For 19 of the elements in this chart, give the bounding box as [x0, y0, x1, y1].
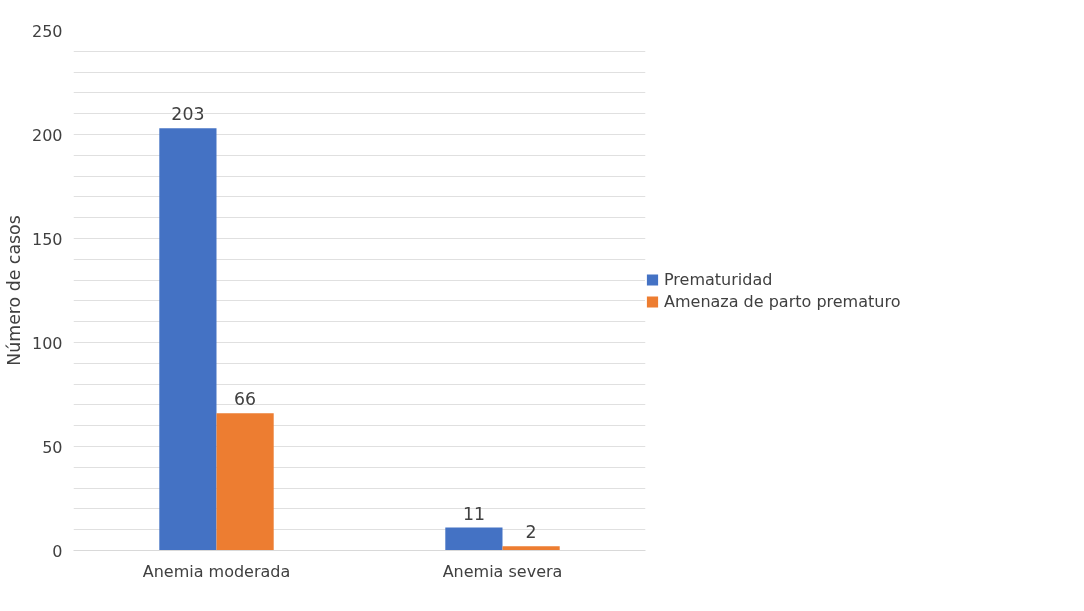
data-label: 203 [171, 104, 205, 125]
data-label: 66 [234, 389, 257, 410]
legend-label: Prematuridad [664, 269, 773, 289]
legend-label: Amenaza de parto prematuro [664, 291, 901, 311]
bar [216, 413, 274, 551]
bar [445, 527, 503, 551]
y-tick-label: 250 [31, 21, 63, 41]
y-tick-label: 200 [31, 125, 63, 145]
y-tick-label: 100 [31, 333, 63, 353]
y-tick-label: 0 [52, 541, 63, 561]
data-label: 11 [462, 503, 485, 524]
y-tick-label: 150 [31, 229, 63, 249]
y-tick-label: 50 [42, 437, 63, 457]
bar [502, 546, 560, 551]
x-tick-label: Anemia moderada [142, 561, 291, 581]
y-axis-title: Número de casos [3, 215, 24, 366]
bar [159, 128, 217, 551]
x-tick-label: Anemia severa [442, 561, 563, 581]
data-label: 2 [525, 522, 537, 543]
